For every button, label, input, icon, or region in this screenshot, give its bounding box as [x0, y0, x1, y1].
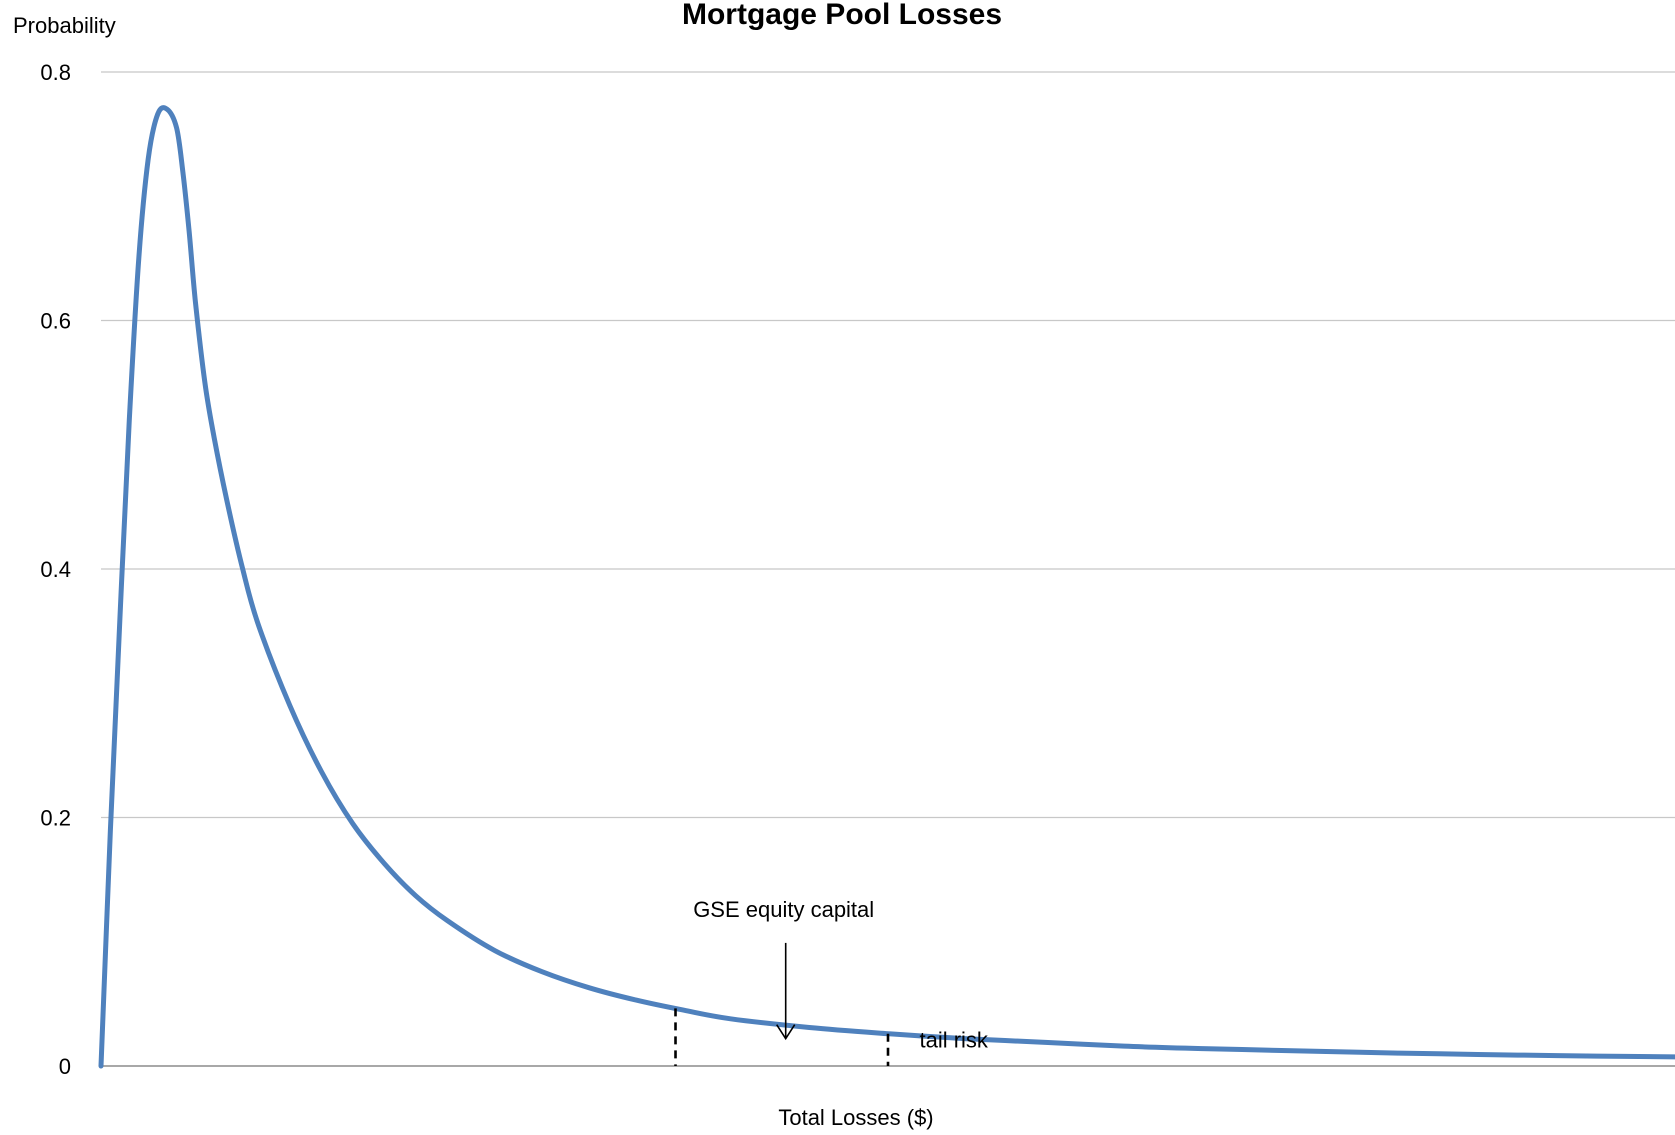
series-layer	[98, 105, 1675, 1069]
annotation-layer	[776, 942, 796, 1041]
gridlines	[101, 71, 1675, 819]
series-line-0	[98, 105, 1675, 1069]
text-layer: 0 0.2 0.4 0.6 0.8 GSE equity capital tail risk…	[13, 0, 1002, 1130]
marker-layer	[674, 1008, 890, 1066]
annotation-label: tail risk	[919, 1027, 988, 1052]
y-tick-label: 0.4	[40, 557, 71, 582]
y-tick-label: 0.2	[40, 806, 71, 831]
y-tick-label: 0.6	[40, 309, 71, 334]
annotation-arrow-head	[776, 1024, 796, 1041]
x-axis-label: Total Losses ($)	[778, 1105, 933, 1130]
y-tick-label: 0	[59, 1054, 71, 1079]
chart-title: Mortgage Pool Losses	[682, 0, 1002, 31]
annotation-label: GSE equity capital	[693, 897, 874, 922]
y-axis-label: Probability	[13, 13, 116, 38]
y-tick-label: 0.8	[40, 60, 71, 85]
